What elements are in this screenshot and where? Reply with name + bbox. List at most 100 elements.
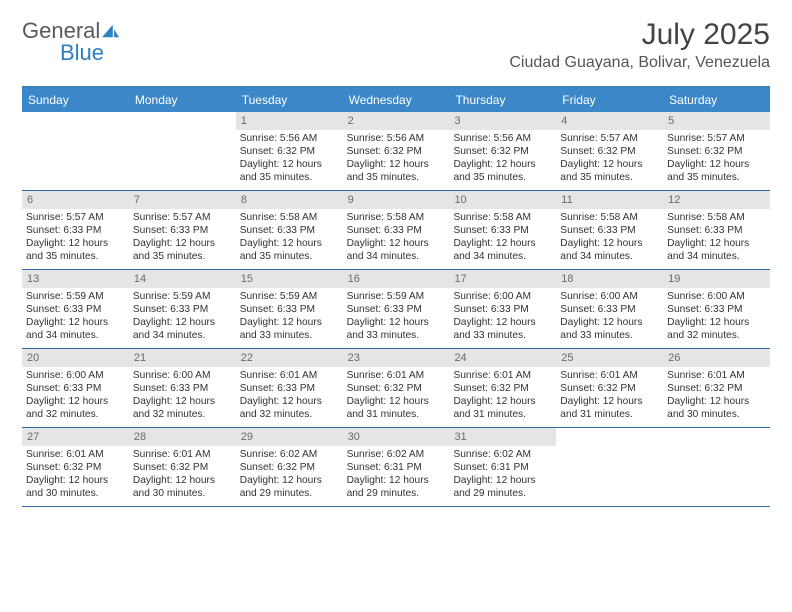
day-cell: 9Sunrise: 5:58 AMSunset: 6:33 PMDaylight…: [343, 191, 450, 269]
day-body: Sunrise: 5:56 AMSunset: 6:32 PMDaylight:…: [343, 130, 450, 188]
day-body: Sunrise: 5:57 AMSunset: 6:33 PMDaylight:…: [22, 209, 129, 267]
sunrise-text: Sunrise: 6:00 AM: [667, 290, 766, 303]
daylight-text: Daylight: 12 hours and 35 minutes.: [453, 158, 552, 184]
daylight-text: Daylight: 12 hours and 31 minutes.: [347, 395, 446, 421]
sunrise-text: Sunrise: 5:59 AM: [133, 290, 232, 303]
day-number: 28: [129, 428, 236, 446]
day-body: Sunrise: 6:00 AMSunset: 6:33 PMDaylight:…: [556, 288, 663, 346]
day-body: Sunrise: 5:58 AMSunset: 6:33 PMDaylight:…: [663, 209, 770, 267]
sunrise-text: Sunrise: 6:00 AM: [26, 369, 125, 382]
sunset-text: Sunset: 6:32 PM: [133, 461, 232, 474]
day-body: Sunrise: 5:59 AMSunset: 6:33 PMDaylight:…: [343, 288, 450, 346]
sunrise-text: Sunrise: 5:56 AM: [453, 132, 552, 145]
day-body: Sunrise: 6:02 AMSunset: 6:31 PMDaylight:…: [449, 446, 556, 504]
sunset-text: Sunset: 6:33 PM: [26, 224, 125, 237]
day-number: 8: [236, 191, 343, 209]
day-cell: 6Sunrise: 5:57 AMSunset: 6:33 PMDaylight…: [22, 191, 129, 269]
day-number: 6: [22, 191, 129, 209]
day-number: 10: [449, 191, 556, 209]
sunset-text: Sunset: 6:33 PM: [133, 303, 232, 316]
daylight-text: Daylight: 12 hours and 35 minutes.: [26, 237, 125, 263]
day-body: Sunrise: 6:01 AMSunset: 6:32 PMDaylight:…: [449, 367, 556, 425]
day-cell: 22Sunrise: 6:01 AMSunset: 6:33 PMDayligh…: [236, 349, 343, 427]
day-cell: 13Sunrise: 5:59 AMSunset: 6:33 PMDayligh…: [22, 270, 129, 348]
day-body: Sunrise: 6:01 AMSunset: 6:32 PMDaylight:…: [343, 367, 450, 425]
day-body: Sunrise: 5:57 AMSunset: 6:32 PMDaylight:…: [556, 130, 663, 188]
day-cell: 7Sunrise: 5:57 AMSunset: 6:33 PMDaylight…: [129, 191, 236, 269]
sunrise-text: Sunrise: 5:57 AM: [560, 132, 659, 145]
day-number: 7: [129, 191, 236, 209]
sunrise-text: Sunrise: 5:56 AM: [347, 132, 446, 145]
week-row: 20Sunrise: 6:00 AMSunset: 6:33 PMDayligh…: [22, 349, 770, 428]
sunrise-text: Sunrise: 5:58 AM: [667, 211, 766, 224]
sunrise-text: Sunrise: 5:56 AM: [240, 132, 339, 145]
daylight-text: Daylight: 12 hours and 30 minutes.: [133, 474, 232, 500]
day-body: Sunrise: 6:01 AMSunset: 6:32 PMDaylight:…: [22, 446, 129, 504]
day-cell: 10Sunrise: 5:58 AMSunset: 6:33 PMDayligh…: [449, 191, 556, 269]
sunrise-text: Sunrise: 6:01 AM: [560, 369, 659, 382]
day-cell: 4Sunrise: 5:57 AMSunset: 6:32 PMDaylight…: [556, 112, 663, 190]
day-number: 16: [343, 270, 450, 288]
logo: GeneralBlue: [22, 18, 121, 66]
day-cell: 27Sunrise: 6:01 AMSunset: 6:32 PMDayligh…: [22, 428, 129, 506]
sunset-text: Sunset: 6:33 PM: [26, 382, 125, 395]
daylight-text: Daylight: 12 hours and 34 minutes.: [347, 237, 446, 263]
day-number: 31: [449, 428, 556, 446]
day-number: 26: [663, 349, 770, 367]
daylight-text: Daylight: 12 hours and 33 minutes.: [560, 316, 659, 342]
day-cell: 19Sunrise: 6:00 AMSunset: 6:33 PMDayligh…: [663, 270, 770, 348]
day-cell: 8Sunrise: 5:58 AMSunset: 6:33 PMDaylight…: [236, 191, 343, 269]
daylight-text: Daylight: 12 hours and 35 minutes.: [347, 158, 446, 184]
sunrise-text: Sunrise: 6:02 AM: [453, 448, 552, 461]
day-cell: 31Sunrise: 6:02 AMSunset: 6:31 PMDayligh…: [449, 428, 556, 506]
weekday-header: Saturday: [663, 88, 770, 112]
sunrise-text: Sunrise: 6:01 AM: [347, 369, 446, 382]
day-body: Sunrise: 6:00 AMSunset: 6:33 PMDaylight:…: [129, 367, 236, 425]
weekday-header: Sunday: [22, 88, 129, 112]
week-row: 1Sunrise: 5:56 AMSunset: 6:32 PMDaylight…: [22, 112, 770, 191]
day-number: 11: [556, 191, 663, 209]
day-body: Sunrise: 6:02 AMSunset: 6:32 PMDaylight:…: [236, 446, 343, 504]
sunset-text: Sunset: 6:33 PM: [133, 224, 232, 237]
logo-sail-icon: [101, 23, 121, 44]
daylight-text: Daylight: 12 hours and 33 minutes.: [240, 316, 339, 342]
day-number: 18: [556, 270, 663, 288]
day-number: 17: [449, 270, 556, 288]
daylight-text: Daylight: 12 hours and 35 minutes.: [133, 237, 232, 263]
daylight-text: Daylight: 12 hours and 35 minutes.: [240, 237, 339, 263]
sunrise-text: Sunrise: 5:58 AM: [560, 211, 659, 224]
day-cell: 26Sunrise: 6:01 AMSunset: 6:32 PMDayligh…: [663, 349, 770, 427]
sunset-text: Sunset: 6:33 PM: [133, 382, 232, 395]
sunrise-text: Sunrise: 6:01 AM: [133, 448, 232, 461]
daylight-text: Daylight: 12 hours and 34 minutes.: [453, 237, 552, 263]
day-body: Sunrise: 6:01 AMSunset: 6:32 PMDaylight:…: [663, 367, 770, 425]
sunset-text: Sunset: 6:33 PM: [453, 224, 552, 237]
title-block: July 2025 Ciudad Guayana, Bolivar, Venez…: [509, 18, 770, 72]
day-cell: 23Sunrise: 6:01 AMSunset: 6:32 PMDayligh…: [343, 349, 450, 427]
daylight-text: Daylight: 12 hours and 30 minutes.: [26, 474, 125, 500]
sunrise-text: Sunrise: 6:01 AM: [667, 369, 766, 382]
sunset-text: Sunset: 6:32 PM: [453, 382, 552, 395]
sunset-text: Sunset: 6:32 PM: [347, 145, 446, 158]
daylight-text: Daylight: 12 hours and 35 minutes.: [667, 158, 766, 184]
weekday-header: Tuesday: [236, 88, 343, 112]
day-body: Sunrise: 5:59 AMSunset: 6:33 PMDaylight:…: [236, 288, 343, 346]
day-number: 5: [663, 112, 770, 130]
logo-text-blue: Blue: [60, 40, 104, 65]
weekday-header: Wednesday: [343, 88, 450, 112]
daylight-text: Daylight: 12 hours and 32 minutes.: [133, 395, 232, 421]
day-cell: 30Sunrise: 6:02 AMSunset: 6:31 PMDayligh…: [343, 428, 450, 506]
day-number: 1: [236, 112, 343, 130]
day-cell: [129, 112, 236, 190]
sunset-text: Sunset: 6:32 PM: [26, 461, 125, 474]
weekday-header: Friday: [556, 88, 663, 112]
day-cell: [22, 112, 129, 190]
sunset-text: Sunset: 6:31 PM: [347, 461, 446, 474]
day-cell: 18Sunrise: 6:00 AMSunset: 6:33 PMDayligh…: [556, 270, 663, 348]
day-cell: 11Sunrise: 5:58 AMSunset: 6:33 PMDayligh…: [556, 191, 663, 269]
location: Ciudad Guayana, Bolivar, Venezuela: [509, 54, 770, 72]
sunrise-text: Sunrise: 6:01 AM: [240, 369, 339, 382]
day-body: Sunrise: 5:57 AMSunset: 6:32 PMDaylight:…: [663, 130, 770, 188]
day-number: 22: [236, 349, 343, 367]
day-body: Sunrise: 5:59 AMSunset: 6:33 PMDaylight:…: [129, 288, 236, 346]
